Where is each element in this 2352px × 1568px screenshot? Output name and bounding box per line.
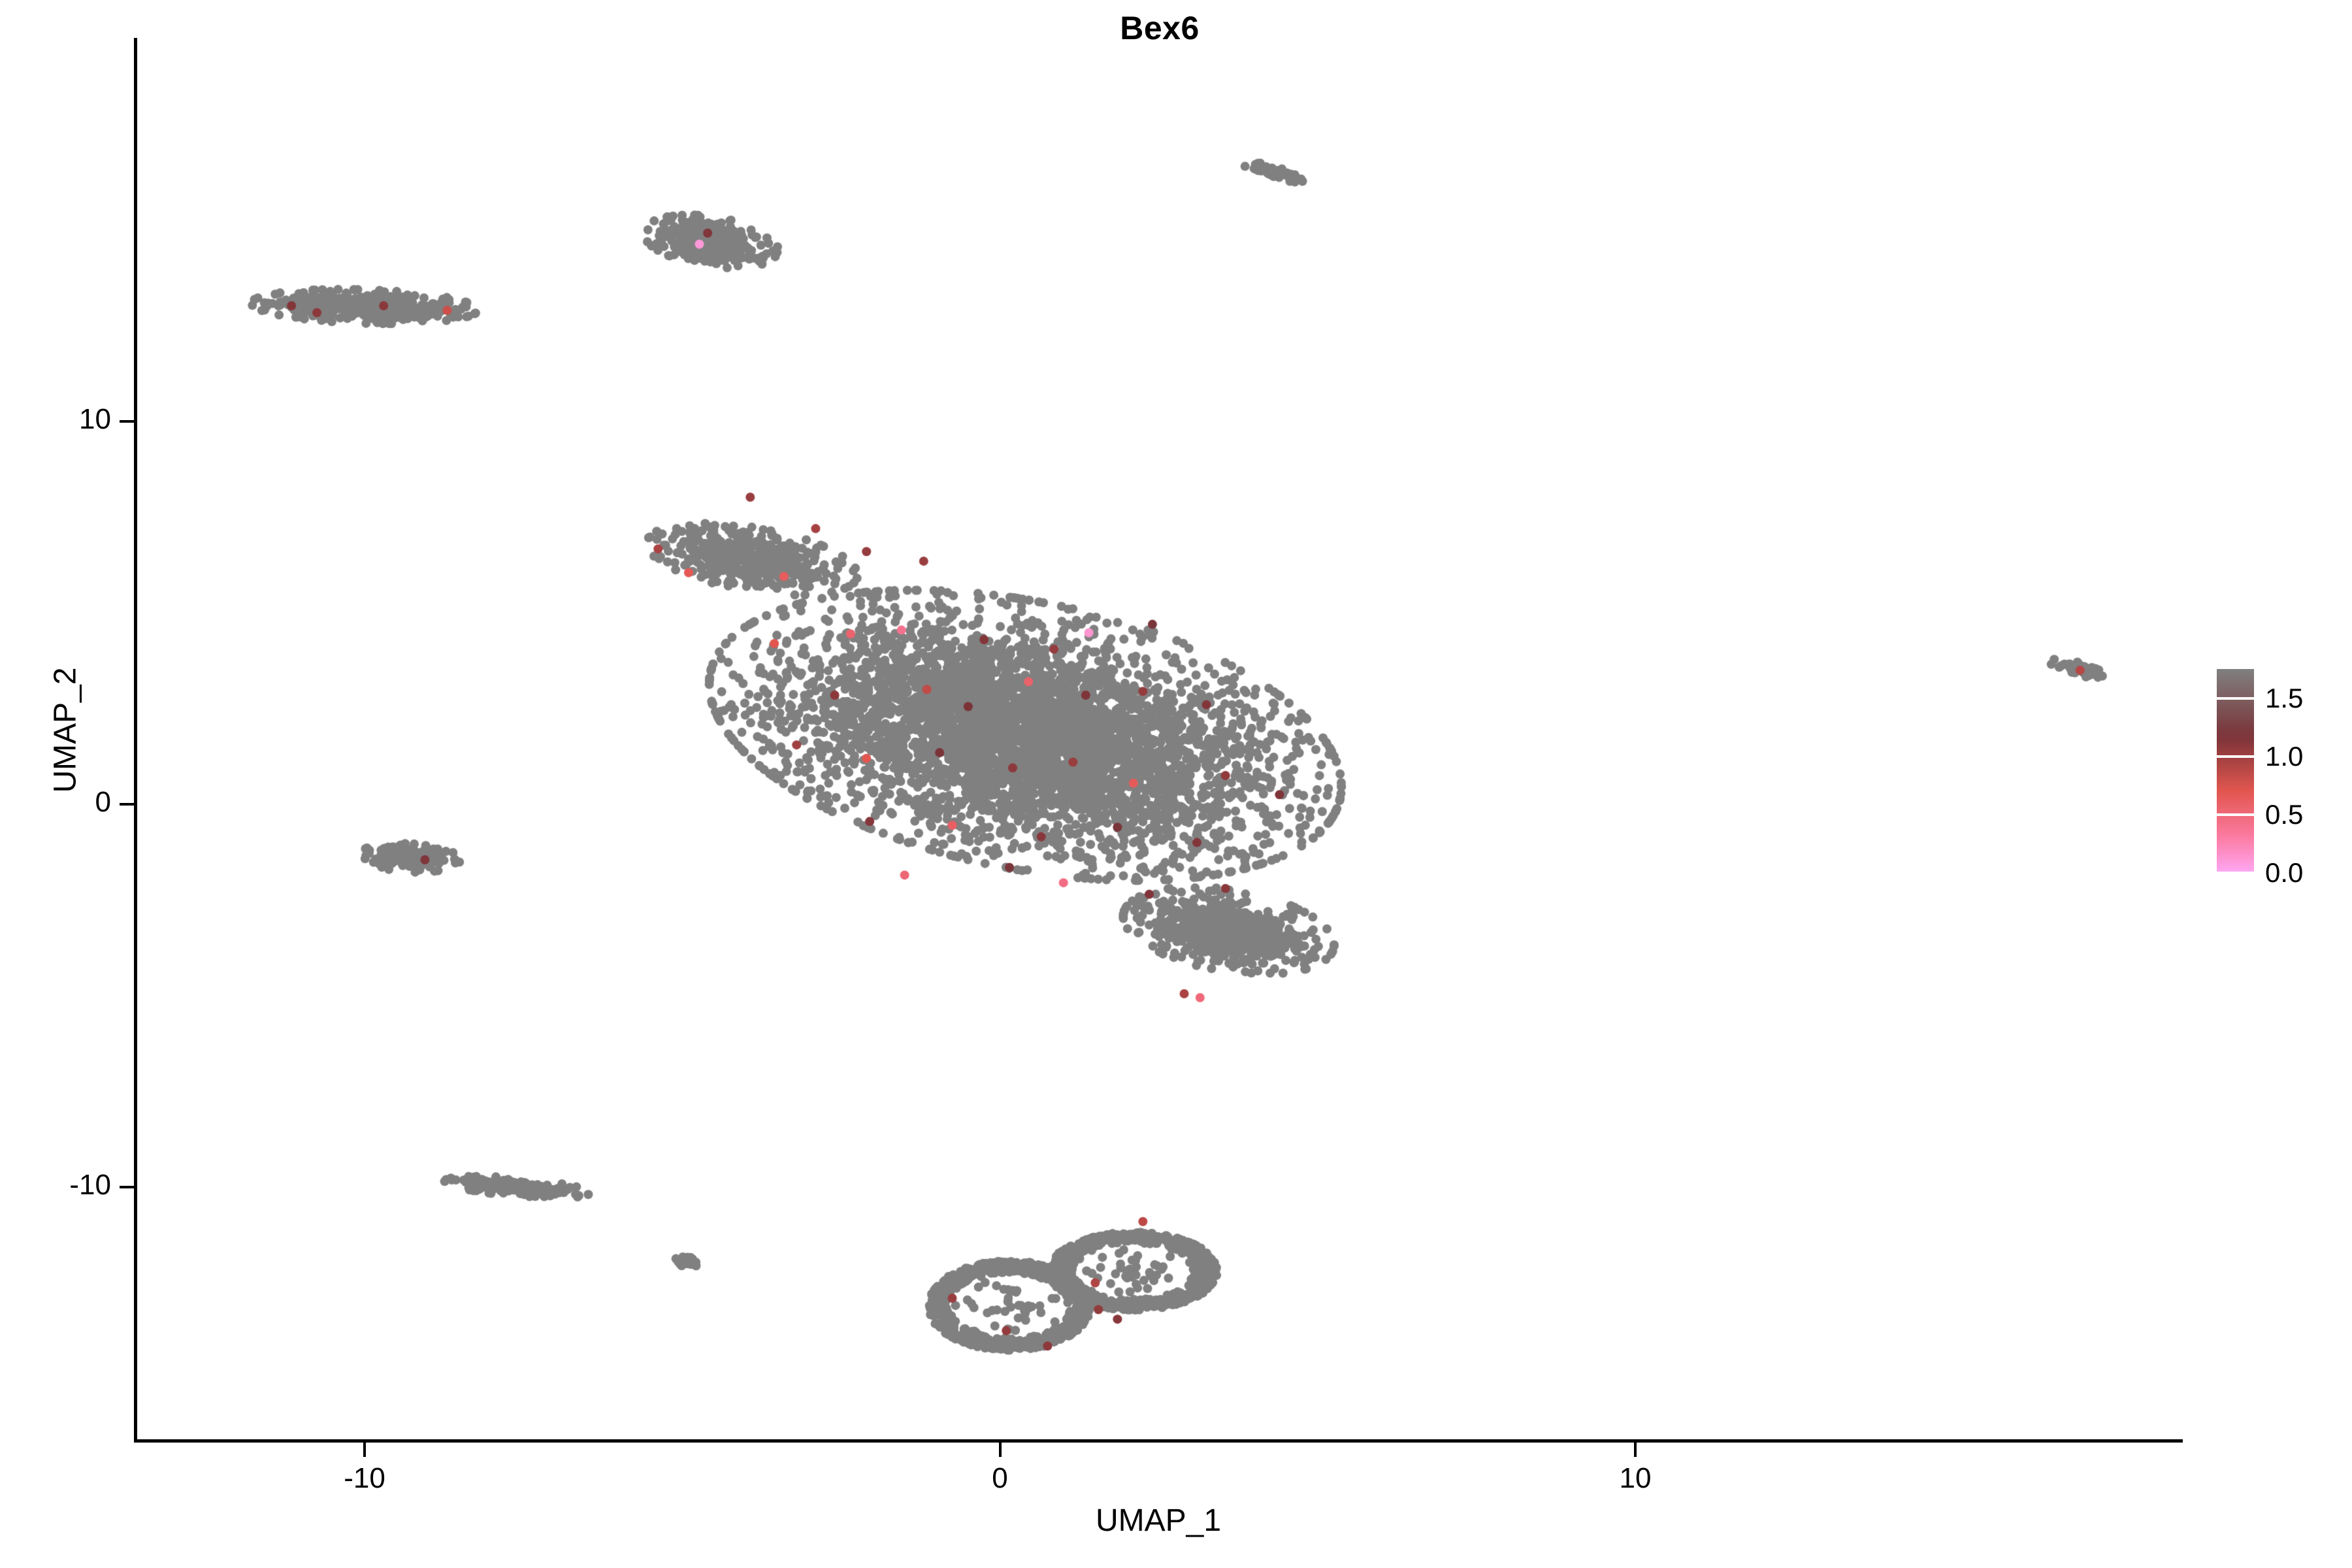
y-tick-label: 10 — [79, 403, 111, 435]
y-tick-label: -10 — [69, 1169, 111, 1201]
legend-colorbar — [2217, 669, 2254, 873]
x-tick-mark — [1634, 1443, 1637, 1457]
color-legend: 0.0 0.5 1.0 1.5 — [2217, 669, 2341, 887]
legend-tick-label: 0.0 — [2265, 857, 2304, 888]
y-tick-mark — [120, 803, 134, 806]
legend-tick-label: 1.0 — [2265, 740, 2304, 772]
x-tick-mark — [363, 1443, 366, 1457]
legend-tick-label: 1.5 — [2265, 682, 2304, 713]
y-axis-title: UMAP_2 — [48, 667, 83, 793]
legend-tick-mark — [2217, 813, 2254, 816]
y-tick-mark — [120, 420, 134, 423]
y-axis-line — [134, 38, 137, 1443]
x-axis-title: UMAP_1 — [1095, 1503, 1222, 1538]
y-tick-mark — [120, 1186, 134, 1188]
x-tick-label: -10 — [344, 1462, 385, 1494]
legend-tick-mark — [2217, 872, 2254, 874]
plot-panel — [134, 38, 2185, 1441]
x-tick-label: 10 — [1619, 1462, 1652, 1494]
x-axis-line — [134, 1439, 2183, 1443]
y-tick-label: 0 — [95, 786, 111, 818]
x-tick-mark — [998, 1443, 1002, 1457]
legend-tick-mark — [2217, 755, 2254, 758]
scatter-points-canvas — [134, 38, 2185, 1441]
legend-tick-label: 0.5 — [2265, 798, 2304, 830]
x-tick-label: 0 — [992, 1462, 1008, 1494]
legend-tick-mark — [2217, 696, 2254, 700]
